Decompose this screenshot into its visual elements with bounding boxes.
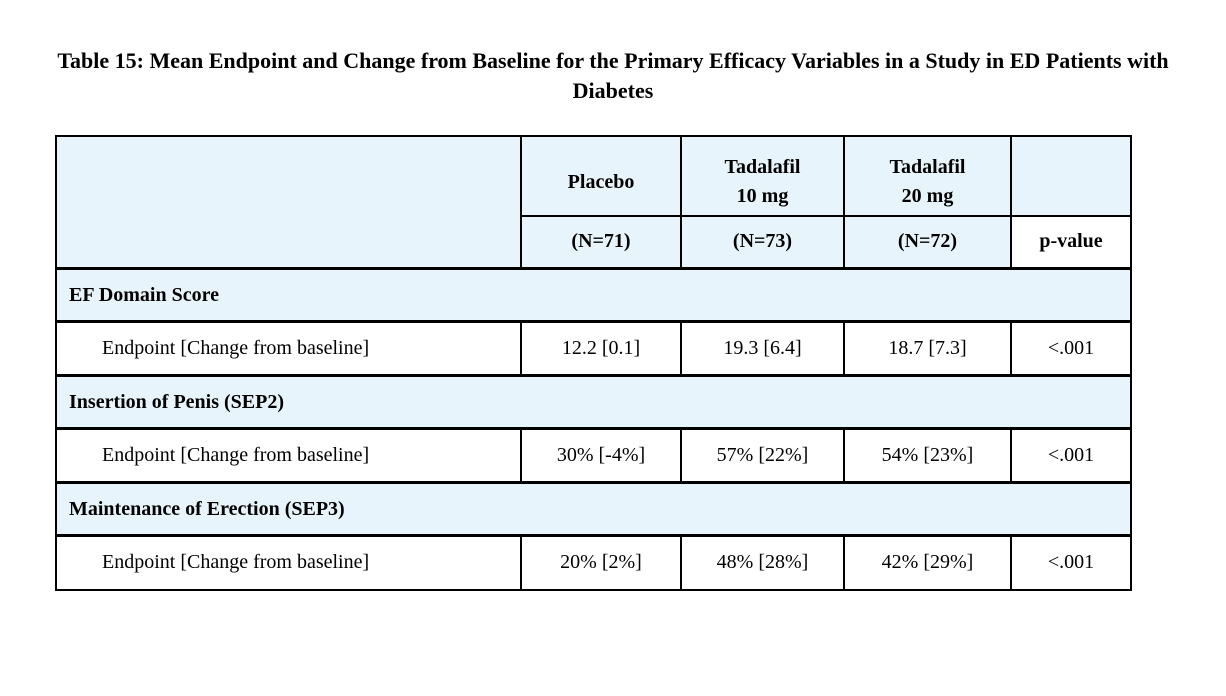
value-cell-tadalafil-20mg: 18.7 [7.3] (843, 320, 1012, 377)
section-row-ef-domain-score: EF Domain Score (55, 267, 1132, 324)
column-header-line: 10 mg (736, 185, 789, 208)
section-header-cell: Maintenance of Erection (SEP3) (55, 481, 1132, 538)
column-header-placebo: Placebo (520, 134, 682, 217)
value-cell-tadalafil-20mg: 42% [29%] (843, 534, 1012, 591)
n-cell-tadalafil-10mg: (N=73) (680, 214, 845, 270)
row-label-cell: Endpoint [Change from baseline] (55, 427, 522, 484)
stub-cell (55, 134, 522, 270)
efficacy-table: Placebo Tadalafil 10 mg Tadalafil 20 mg … (55, 134, 1132, 591)
value-cell-p-value: <.001 (1010, 427, 1132, 484)
value-cell-tadalafil-10mg: 57% [22%] (680, 427, 845, 484)
section-row-insertion-sep2: Insertion of Penis (SEP2) (55, 374, 1132, 431)
column-header-line: Placebo (567, 170, 635, 193)
column-header-tadalafil-10mg: Tadalafil 10 mg (680, 134, 845, 217)
value-cell-placebo: 30% [-4%] (520, 427, 682, 484)
header-row-treatments: Placebo Tadalafil 10 mg Tadalafil 20 mg (55, 134, 1132, 270)
value-cell-tadalafil-20mg: 54% [23%] (843, 427, 1012, 484)
p-value-spacer-cell (1010, 134, 1132, 217)
table-title: Table 15: Mean Endpoint and Change from … (57, 48, 1169, 104)
row-label-cell: Endpoint [Change from baseline] (55, 320, 522, 377)
row-label-cell: Endpoint [Change from baseline] (55, 534, 522, 591)
value-cell-p-value: <.001 (1010, 534, 1132, 591)
table-row: Endpoint [Change from baseline] 30% [-4%… (55, 427, 1132, 484)
value-cell-placebo: 12.2 [0.1] (520, 320, 682, 377)
p-value-header-cell: p-value (1010, 214, 1132, 270)
table-row: Endpoint [Change from baseline] 12.2 [0.… (55, 320, 1132, 377)
header-row-n: (N=71) (N=73) (N=72) p-value (56, 214, 1132, 270)
value-cell-placebo: 20% [2%] (520, 534, 682, 591)
section-header-cell: EF Domain Score (55, 267, 1132, 324)
section-row-maintenance-sep3: Maintenance of Erection (SEP3) (55, 481, 1132, 538)
n-cell-placebo: (N=71) (520, 214, 682, 270)
value-cell-tadalafil-10mg: 19.3 [6.4] (680, 320, 845, 377)
value-cell-p-value: <.001 (1010, 320, 1132, 377)
table-row: Endpoint [Change from baseline] 20% [2%]… (55, 534, 1132, 591)
section-header-cell: Insertion of Penis (SEP2) (55, 374, 1132, 431)
value-cell-tadalafil-10mg: 48% [28%] (680, 534, 845, 591)
n-cell-tadalafil-20mg: (N=72) (843, 214, 1012, 270)
column-header-line: Tadalafil (724, 156, 801, 179)
column-header-tadalafil-20mg: Tadalafil 20 mg (843, 134, 1012, 217)
column-header-line: 20 mg (901, 185, 954, 208)
column-header-line: Tadalafil (889, 156, 966, 179)
